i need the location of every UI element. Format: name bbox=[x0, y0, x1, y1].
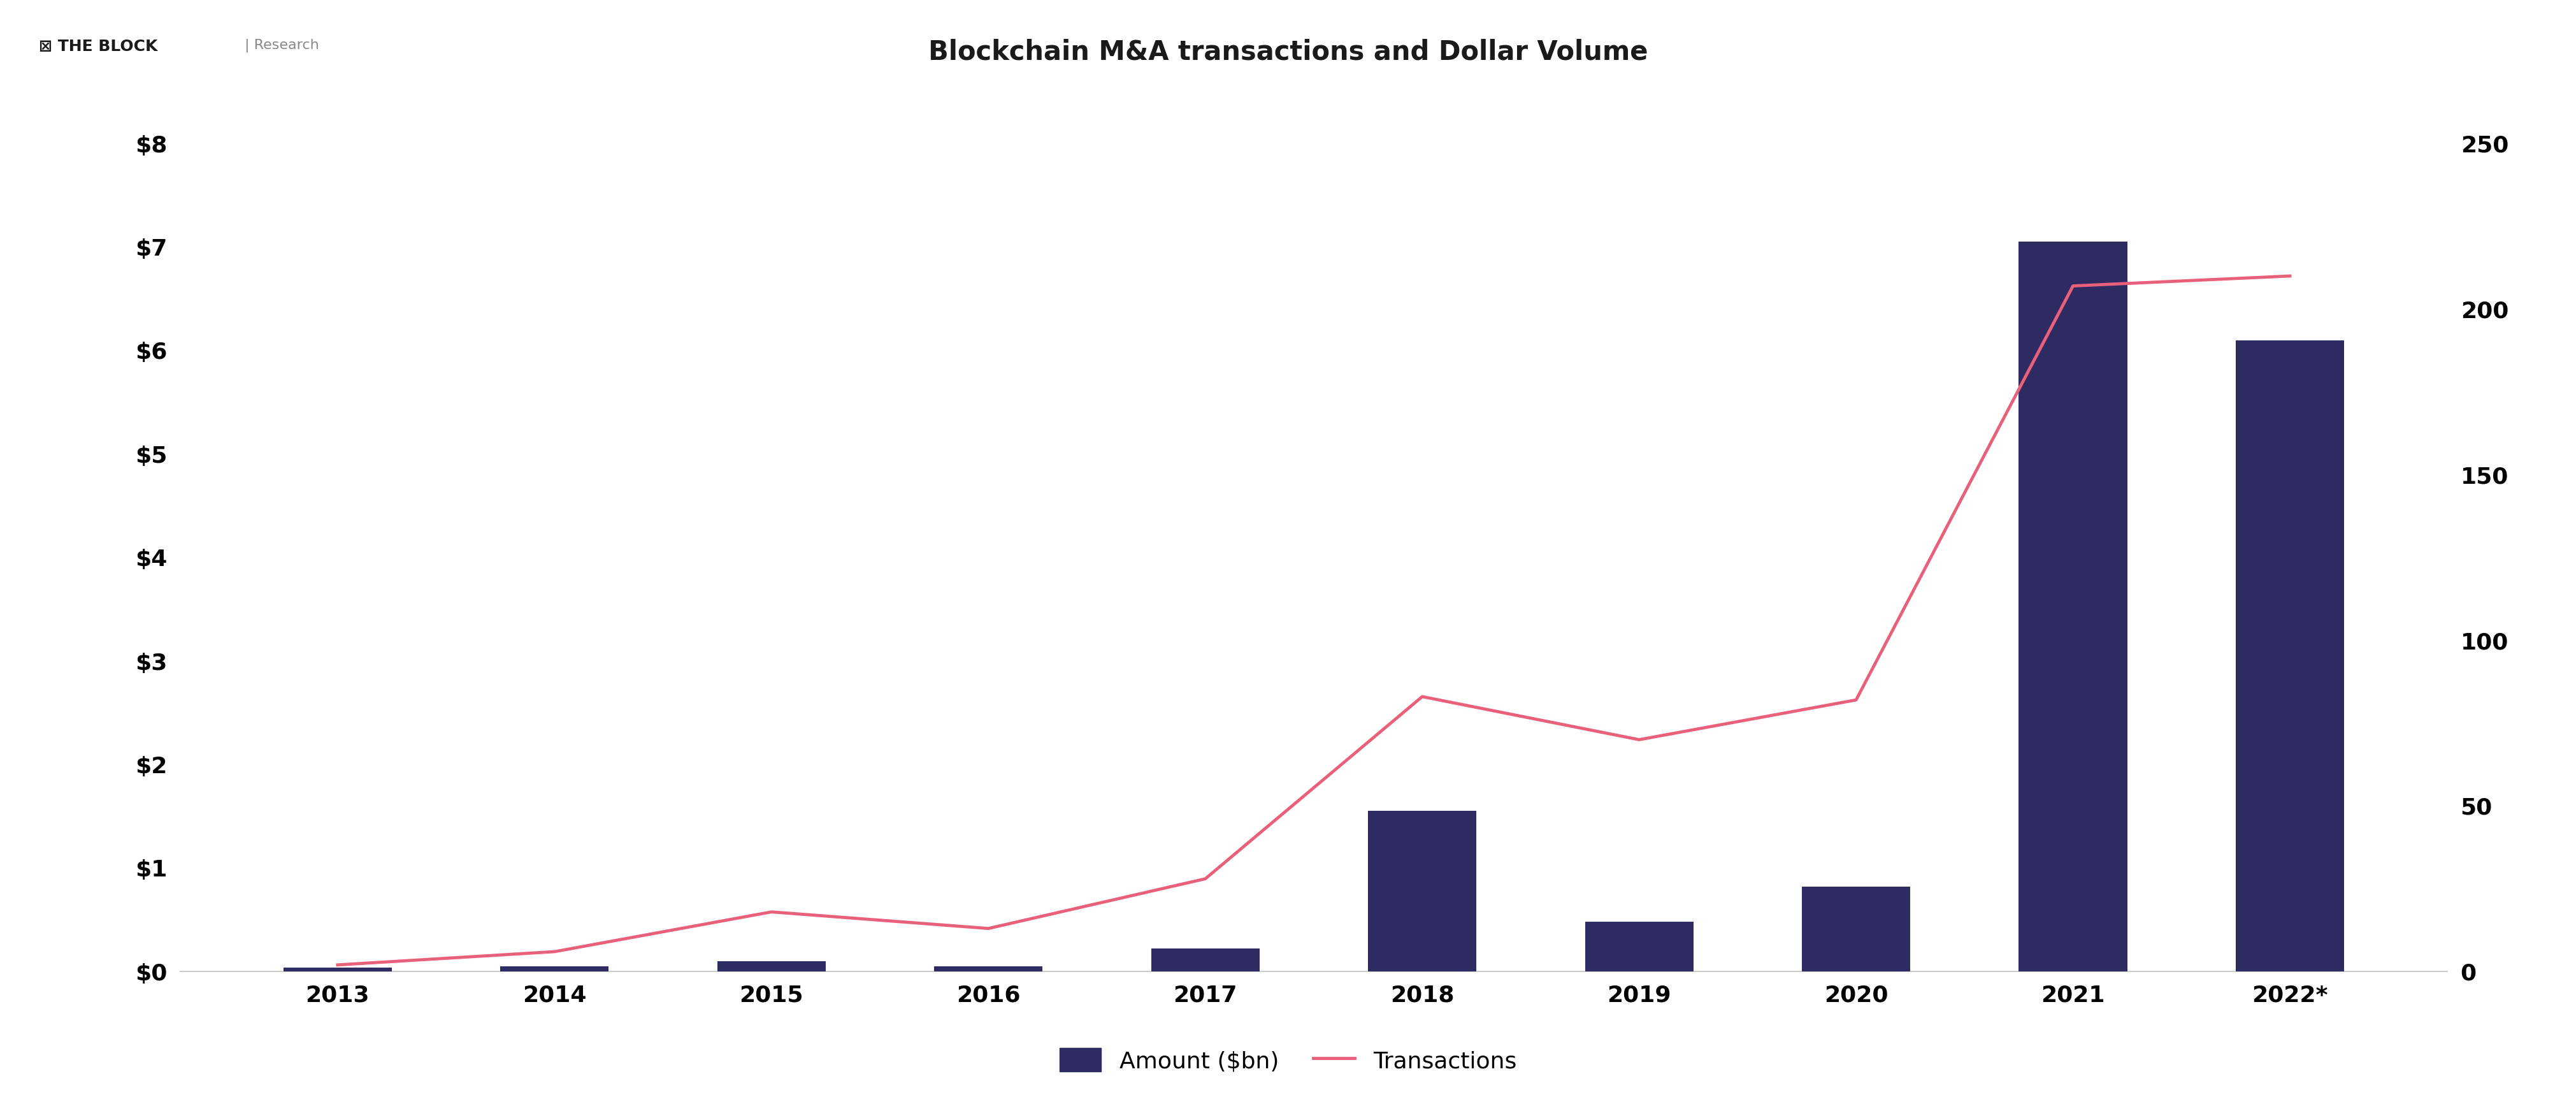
Bar bbox=[935, 966, 1043, 972]
Bar bbox=[1151, 948, 1260, 972]
Bar bbox=[2236, 340, 2344, 972]
Bar bbox=[1584, 922, 1692, 972]
Bar bbox=[500, 966, 608, 972]
Bar bbox=[2020, 242, 2128, 972]
Legend: Amount ($bn), Transactions: Amount ($bn), Transactions bbox=[1051, 1039, 1525, 1082]
Bar bbox=[1801, 887, 1911, 972]
Text: ⊠ THE BLOCK: ⊠ THE BLOCK bbox=[39, 39, 157, 54]
Text: | Research: | Research bbox=[245, 39, 319, 52]
Text: Blockchain M&A transactions and Dollar Volume: Blockchain M&A transactions and Dollar V… bbox=[927, 39, 1649, 65]
Bar bbox=[1368, 811, 1476, 972]
Bar bbox=[716, 962, 827, 972]
Bar bbox=[283, 967, 392, 972]
